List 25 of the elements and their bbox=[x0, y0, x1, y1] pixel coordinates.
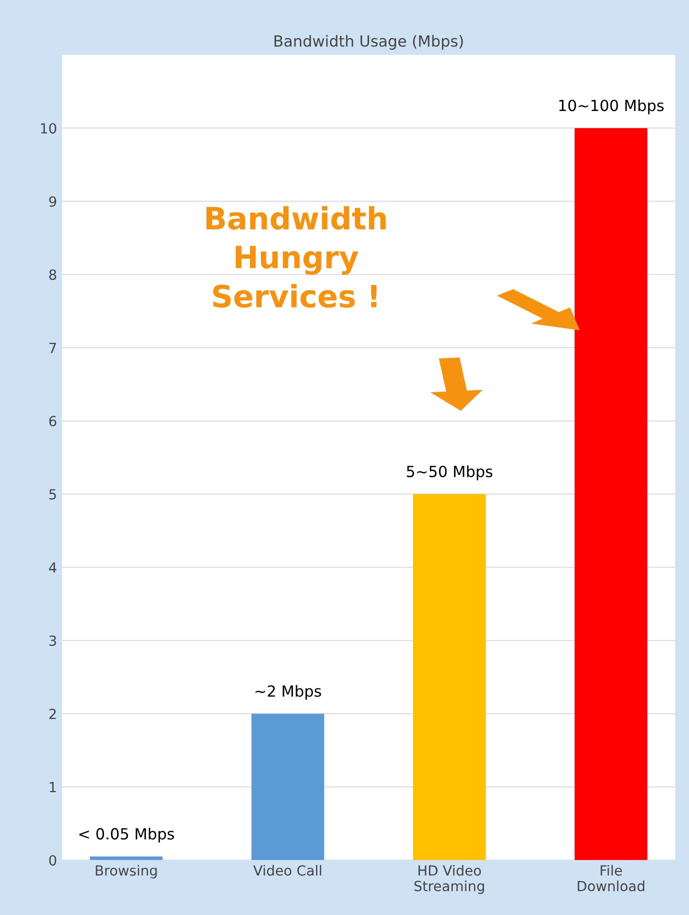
annotation: Bandwidth Hungry Services ! bbox=[206, 206, 386, 308]
bar bbox=[574, 128, 648, 860]
y-tick-label: 8 bbox=[49, 269, 56, 280]
y-tick-label: 1 bbox=[50, 782, 56, 792]
y-tick-label: 5 bbox=[49, 489, 56, 500]
data-label: 10~100 Mbps bbox=[559, 99, 664, 114]
y-tick-label: 2 bbox=[49, 708, 56, 719]
data-label: 5~50 Mbps bbox=[406, 465, 492, 480]
x-tick-label: Browsing bbox=[96, 864, 157, 878]
y-tick-label: 6 bbox=[49, 416, 56, 426]
x-tick-label: File Download bbox=[578, 864, 644, 892]
x-tick-label: Video Call bbox=[253, 864, 322, 876]
chart-title: Bandwidth Usage (Mbps) bbox=[274, 34, 463, 50]
y-tick-label: 4 bbox=[48, 562, 56, 573]
bar bbox=[90, 856, 163, 860]
y-tick-label: 0 bbox=[49, 855, 56, 866]
bar bbox=[251, 714, 324, 860]
y-tick-label: 9 bbox=[49, 196, 56, 207]
y-tick-label: 7 bbox=[49, 342, 56, 353]
y-tick-label: 3 bbox=[49, 635, 56, 646]
bar bbox=[413, 494, 486, 860]
data-label: < 0.05 Mbps bbox=[79, 828, 174, 843]
data-label: ~2 Mbps bbox=[255, 685, 322, 700]
y-tick-label: 10 bbox=[41, 123, 56, 134]
x-tick-label: HD Video Streaming bbox=[414, 864, 484, 894]
